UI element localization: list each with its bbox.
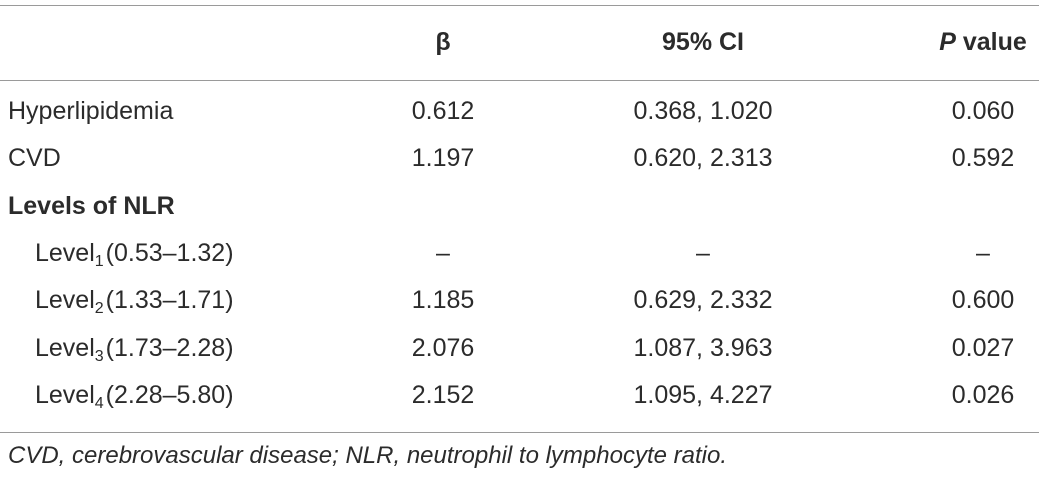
bottom-rule <box>0 432 1039 433</box>
level-text: Level <box>35 286 95 315</box>
level-text: Level <box>35 380 95 409</box>
cell-value: – <box>976 238 990 267</box>
level-sub: 4 <box>94 394 104 412</box>
level-sub: 1 <box>94 252 104 270</box>
cell-value: 0.620, 2.313 <box>633 144 773 173</box>
level-sub: 3 <box>94 347 104 365</box>
cell-value: 0.629, 2.332 <box>633 286 773 315</box>
header-text: value <box>962 28 1027 56</box>
header-italic: P <box>939 28 956 56</box>
cell-value: 1.197 <box>411 144 475 173</box>
cell-value: 1.095, 4.227 <box>633 380 773 409</box>
cell-value: 0.060 <box>951 97 1015 125</box>
level-text: Level <box>35 333 95 362</box>
level-range: (1.73–2.28) <box>105 333 234 362</box>
header-rule <box>0 80 1039 81</box>
cell-value: 0.368, 1.020 <box>633 97 773 125</box>
column-header: β <box>435 28 451 56</box>
top-rule <box>0 5 1039 6</box>
level-sub: 2 <box>94 300 104 318</box>
cell-value: 0.612 <box>411 97 475 125</box>
level-text: Level <box>35 238 95 267</box>
row-label: Level4(2.28–5.80) <box>35 372 234 419</box>
level-range: (1.33–1.71) <box>105 286 234 315</box>
cell-value: 2.152 <box>411 380 475 409</box>
cell-value: 1.185 <box>411 286 475 315</box>
cell-value: 0.592 <box>951 144 1015 173</box>
column-header: 95% CI <box>662 28 744 56</box>
cell-value: 1.087, 3.963 <box>633 333 773 362</box>
cell-value: – <box>696 238 710 267</box>
level-range: (2.28–5.80) <box>105 380 234 409</box>
cell-value: 0.026 <box>951 380 1015 409</box>
level-range: (0.53–1.32) <box>105 238 234 267</box>
row-label: Level2(1.33–1.71) <box>35 277 234 324</box>
row-label: CVD <box>8 144 61 173</box>
row-label: Level1(0.53–1.32) <box>35 230 234 277</box>
cell-value: 2.076 <box>411 333 475 362</box>
cell-value: – <box>436 238 450 267</box>
footnote: CVD, cerebrovascular disease; NLR, neutr… <box>8 442 727 469</box>
row-label: Level3(1.73–2.28) <box>35 325 234 372</box>
cell-value: 0.027 <box>951 333 1015 362</box>
section-label: Levels of NLR <box>8 191 175 220</box>
row-label: Hyperlipidemia <box>8 97 174 125</box>
cell-value: 0.600 <box>951 286 1015 315</box>
